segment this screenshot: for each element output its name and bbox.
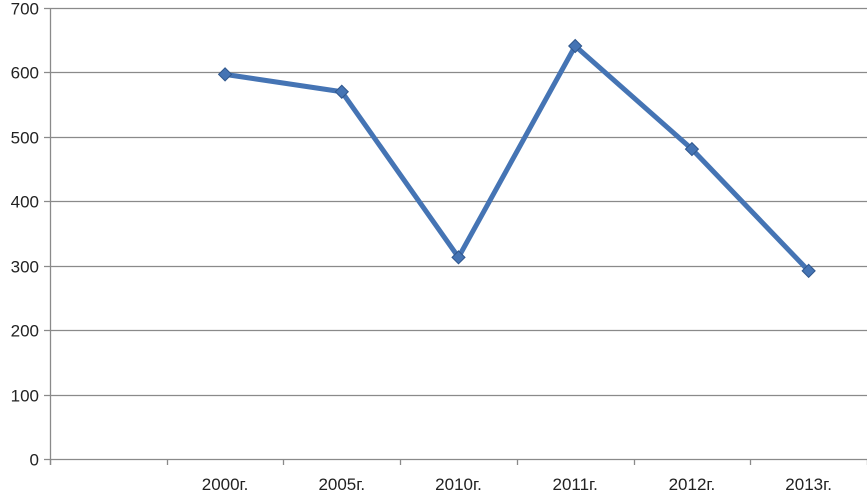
x-axis-tick-label: 2011г.: [553, 475, 598, 493]
y-axis-tick-label: 200: [11, 322, 39, 341]
data-point-marker-2011г.: [568, 38, 583, 54]
y-axis-tick-label: 500: [11, 129, 39, 148]
y-axis-tick-label: 400: [11, 193, 39, 212]
x-axis-tick-label: 2010г.: [435, 475, 482, 493]
data-point-marker-2012г.: [684, 141, 700, 157]
x-axis-tick-label: 2005г.: [318, 475, 365, 493]
data-point-marker-2005г.: [334, 84, 349, 99]
x-axis-tick-label: 2012г.: [669, 475, 716, 493]
x-axis-tick-label: 2013г.: [785, 475, 832, 493]
y-axis-tick-label: 600: [11, 64, 39, 83]
y-axis-tick-label: 300: [11, 258, 39, 277]
data-point-marker-2000г.: [217, 67, 233, 82]
y-axis-tick-label: 700: [11, 0, 39, 19]
y-axis-tick-label: 100: [11, 387, 39, 406]
data-point-marker-2010г.: [451, 250, 466, 265]
series-line: [222, 43, 812, 274]
y-axis-tick-label: 0: [30, 451, 39, 470]
x-axis-tick-label: 2000г.: [202, 475, 249, 493]
data-point-marker-2013г.: [801, 263, 816, 279]
